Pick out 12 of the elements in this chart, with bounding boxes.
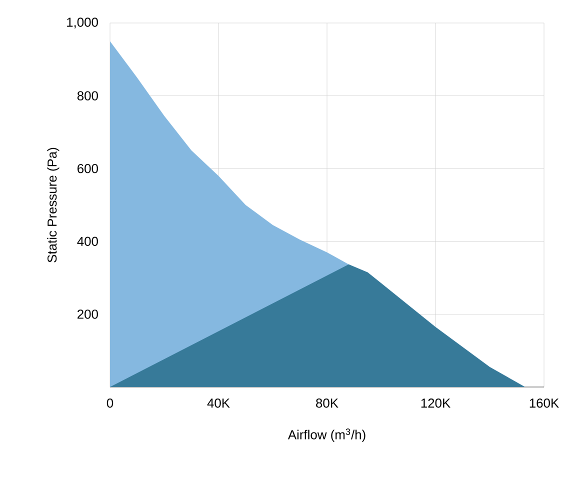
y-axis-title: Static Pressure (Pa)	[47, 148, 60, 262]
y-tick-label: 600	[78, 164, 98, 174]
y-tick-label: 400	[77, 236, 98, 246]
x-tick-label: 120K	[421, 398, 450, 408]
x-tick-label: 160K	[530, 398, 559, 408]
y-tick-label: 200	[78, 310, 98, 319]
x-tick-label: 0	[106, 398, 114, 408]
y-tick-label: 1,000	[67, 18, 98, 28]
x-tick-label: 40K	[207, 398, 230, 408]
x-tick-label: 80K	[316, 398, 338, 408]
y-tick-label: 800	[77, 91, 98, 100]
x-axis-title: Airflow (m$^{3}$/h)	[288, 428, 366, 442]
